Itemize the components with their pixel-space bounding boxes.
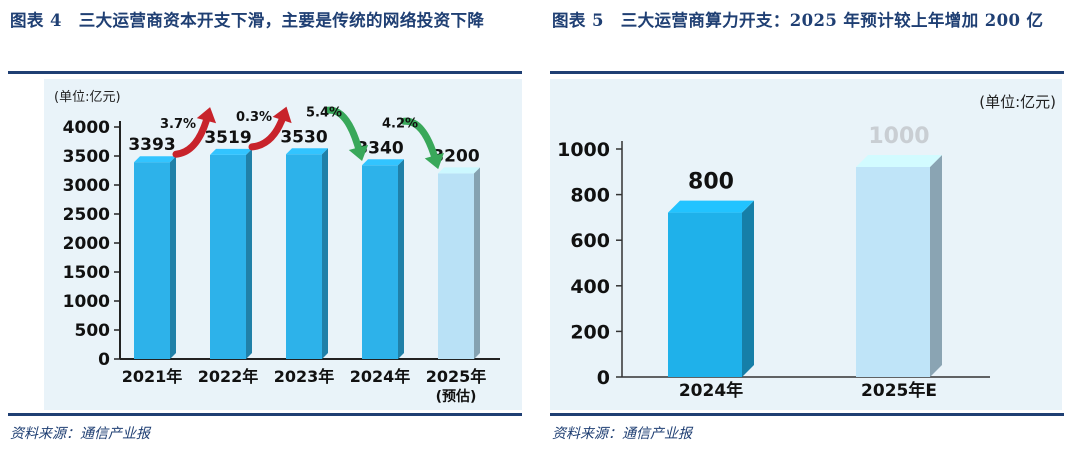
y-tick-label: 2000 bbox=[63, 234, 110, 254]
down-arrow-shaft bbox=[324, 106, 364, 157]
bar-front bbox=[668, 212, 742, 377]
y-tick-label: 400 bbox=[570, 276, 610, 298]
x-tick-label: 2023年 bbox=[274, 367, 335, 386]
bar-top bbox=[856, 155, 942, 167]
up-arrow-shaft bbox=[172, 111, 212, 158]
bar-top bbox=[438, 167, 480, 174]
value-label: 3530 bbox=[280, 127, 327, 147]
bar bbox=[438, 167, 480, 359]
figure-4-source: 资料来源：通信产业报 bbox=[10, 426, 150, 442]
compute-capex-chart: (单位:亿元) 0 200 400 600 800 1000 800 2024年 1000 2025… bbox=[550, 79, 1062, 410]
bar-side bbox=[322, 148, 328, 359]
chart-background bbox=[550, 79, 1062, 410]
change-label: 0.3% bbox=[236, 110, 272, 125]
title-rule bbox=[550, 71, 1064, 74]
bar-side bbox=[930, 155, 942, 377]
change-label: 5.4% bbox=[306, 105, 342, 120]
figure-5-title: 图表 5 三大运营商算力开支：2025 年预计较上年增加 200 亿 bbox=[552, 11, 1044, 30]
bar bbox=[856, 155, 942, 377]
x-tick-label: 2021年 bbox=[122, 367, 183, 386]
bar-top bbox=[134, 156, 176, 163]
bar-front bbox=[438, 173, 474, 359]
up-arrow-head bbox=[196, 107, 217, 124]
y-tick-label: 3500 bbox=[63, 147, 110, 167]
y-tick-label: 1000 bbox=[63, 292, 110, 312]
x-tick-label: 2024年 bbox=[350, 367, 411, 386]
y-tick-label: 0 bbox=[98, 350, 110, 370]
bar-side bbox=[742, 200, 754, 377]
y-tick-label: 1000 bbox=[557, 139, 610, 161]
capex-chart: (单位:亿元) 0 500 1000 1500 2000 2500 3000 3500 4000 3… bbox=[44, 79, 522, 410]
bar-side bbox=[170, 156, 176, 359]
bar-front bbox=[134, 162, 170, 359]
value-label: 3519 bbox=[204, 128, 251, 148]
bar-side bbox=[474, 167, 480, 359]
x-tick-note: (预估) bbox=[436, 388, 477, 405]
value-label: 1000 bbox=[868, 124, 929, 149]
left-figure: 图表 4 三大运营商资本开支下滑，主要是传统的网络投资下降 (单位:亿元) 0 50… bbox=[8, 0, 522, 453]
bar-top bbox=[362, 159, 404, 166]
bar-top bbox=[286, 148, 328, 155]
x-tick-label: 2024年 bbox=[679, 380, 743, 401]
down-arrow-head bbox=[424, 152, 444, 170]
bar-front bbox=[210, 154, 246, 359]
up-arrow-head bbox=[272, 106, 292, 124]
source-rule bbox=[550, 413, 1064, 416]
x-tick-label: 2025年 bbox=[426, 367, 487, 386]
bar bbox=[668, 200, 754, 377]
change-label: 3.7% bbox=[160, 117, 196, 132]
y-tick-label: 3000 bbox=[63, 176, 110, 196]
x-tick-label: 2025年E bbox=[861, 380, 937, 401]
y-tick-label: 800 bbox=[570, 185, 610, 207]
bar-side bbox=[398, 159, 404, 359]
y-tick-label: 200 bbox=[570, 321, 610, 343]
value-label: 800 bbox=[688, 170, 734, 195]
y-tick-label: 0 bbox=[597, 367, 610, 389]
bar-top bbox=[210, 148, 252, 155]
y-tick-label: 2500 bbox=[63, 205, 110, 225]
unit-label: (单位:亿元) bbox=[979, 93, 1056, 111]
change-label: 4.2% bbox=[382, 116, 418, 131]
bar bbox=[134, 156, 176, 359]
y-tick-label: 600 bbox=[570, 230, 610, 252]
bar-front bbox=[856, 167, 930, 377]
down-arrow-head bbox=[348, 144, 369, 162]
down-arrow-shaft bbox=[400, 117, 440, 165]
bar bbox=[362, 159, 404, 359]
bar bbox=[286, 148, 328, 359]
compute-capex-chart-svg: (单位:亿元) 0 200 400 600 800 1000 800 2024年 1000 2025… bbox=[550, 79, 1062, 410]
source-rule bbox=[8, 413, 522, 416]
title-rule bbox=[8, 71, 522, 74]
value-label: 3340 bbox=[356, 138, 403, 158]
figure-4-title: 图表 4 三大运营商资本开支下滑，主要是传统的网络投资下降 bbox=[10, 11, 485, 30]
bar-top bbox=[668, 200, 754, 213]
capex-chart-svg: (单位:亿元) 0 500 1000 1500 2000 2500 3000 3500 4000 3… bbox=[44, 79, 522, 410]
y-tick-label: 4000 bbox=[63, 118, 110, 138]
figure-5-source: 资料来源：通信产业报 bbox=[552, 426, 692, 442]
unit-label: (单位:亿元) bbox=[54, 90, 121, 105]
bar bbox=[210, 148, 252, 359]
bar-side bbox=[246, 148, 252, 359]
bar-front bbox=[286, 154, 322, 359]
x-tick-label: 2022年 bbox=[198, 367, 259, 386]
y-tick-label: 500 bbox=[75, 321, 111, 341]
y-tick-label: 1500 bbox=[63, 263, 110, 283]
bar-front bbox=[362, 165, 398, 359]
value-label: 3393 bbox=[128, 135, 175, 155]
value-label: 3200 bbox=[432, 146, 479, 166]
right-figure: 图表 5 三大运营商算力开支：2025 年预计较上年增加 200 亿 (单位:亿… bbox=[550, 0, 1064, 453]
